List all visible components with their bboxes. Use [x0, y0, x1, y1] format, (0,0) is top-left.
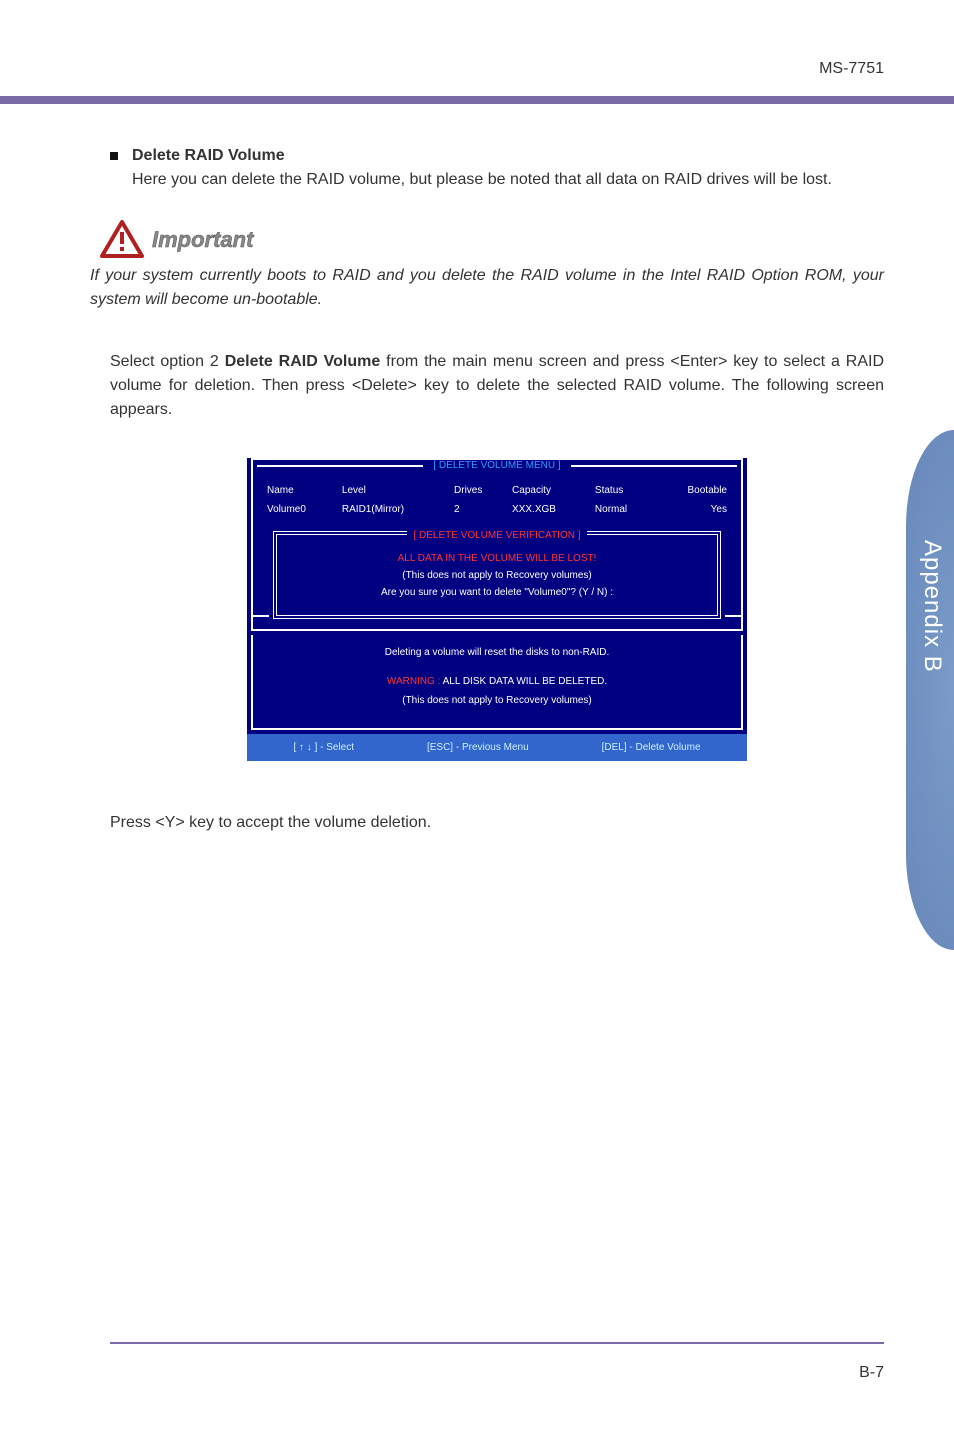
verify-line1: ALL DATA IN THE VOLUME WILL BE LOST! [283, 550, 711, 567]
col-drives: Drives [450, 481, 508, 500]
footer-esc: [ESC] - Previous Menu [427, 740, 529, 755]
bios-upper-frame: [ DELETE VOLUME MENU ] Name Level Drives… [251, 458, 743, 631]
lower-warn-rest: ALL DISK DATA WILL BE DELETED. [443, 676, 608, 687]
lower-line3: (This does not apply to Recovery volumes… [263, 691, 731, 710]
accept-instruction: Press <Y> key to accept the volume delet… [110, 811, 884, 835]
para2-bold: Delete RAID Volume [225, 353, 381, 370]
verify-title-row: [ DELETE VOLUME VERIFICATION ] [283, 527, 711, 544]
section-heading-row: Delete RAID Volume [110, 144, 884, 168]
important-text: If your system currently boots to RAID a… [90, 264, 884, 312]
warning-triangle-icon [100, 220, 144, 258]
bullet-icon [110, 152, 118, 160]
section-body: Here you can delete the RAID volume, but… [132, 168, 884, 192]
verify-line2: (This does not apply to Recovery volumes… [283, 567, 711, 584]
col-capacity: Capacity [508, 481, 591, 500]
col-status: Status [591, 481, 655, 500]
cell-capacity: XXX.XGB [508, 500, 591, 519]
bios-title-row: [ DELETE VOLUME MENU ] [253, 458, 741, 473]
bios-verify-dialog: [ DELETE VOLUME VERIFICATION ] ALL DATA … [273, 531, 721, 619]
footer-select: [ ↑ ↓ ] - Select [293, 740, 354, 755]
page-number: B-7 [859, 1364, 884, 1382]
lower-warn-prefix: WARNING : [387, 676, 443, 687]
cell-bootable: Yes [655, 500, 731, 519]
bios-title-line-left [257, 465, 423, 467]
page-footer: B-7 [0, 1342, 954, 1432]
section-title: Delete RAID Volume [132, 144, 285, 168]
footer-del: [DEL] - Delete Volume [602, 740, 701, 755]
model-number: MS-7751 [819, 60, 884, 78]
bios-footer: [ ↑ ↓ ] - Select [ESC] - Previous Menu [… [247, 734, 747, 761]
bios-frame-seg-right [725, 615, 743, 617]
bios-title-line-right [571, 465, 737, 467]
side-tab-bg [906, 430, 954, 950]
side-tab-label: Appendix B [918, 540, 946, 673]
lower-warning-line: WARNING : ALL DISK DATA WILL BE DELETED. [263, 672, 731, 691]
cell-name: Volume0 [263, 500, 338, 519]
table-header-row: Name Level Drives Capacity Status Bootab… [263, 481, 731, 500]
important-callout: Important If your system currently boots… [100, 220, 884, 312]
content-area: Delete RAID Volume Here you can delete t… [0, 104, 954, 835]
col-name: Name [263, 481, 338, 500]
lower-line1: Deleting a volume will reset the disks t… [263, 643, 731, 662]
verify-line3: Are you sure you want to delete "Volume0… [283, 584, 711, 601]
para2-a: Select option 2 [110, 353, 225, 370]
cell-drives: 2 [450, 500, 508, 519]
bios-lower-wrap: Deleting a volume will reset the disks t… [247, 635, 747, 730]
page-header: MS-7751 [0, 0, 954, 96]
header-divider [0, 96, 954, 104]
important-header: Important [100, 220, 884, 258]
bios-lower-panel: Deleting a volume will reset the disks t… [251, 635, 743, 730]
col-bootable: Bootable [655, 481, 731, 500]
table-row: Volume0 RAID1(Mirror) 2 XXX.XGB Normal Y… [263, 500, 731, 519]
cell-status: Normal [591, 500, 655, 519]
footer-divider [110, 1342, 884, 1344]
bios-title: [ DELETE VOLUME MENU ] [427, 458, 566, 473]
bios-frame-seg-left [251, 615, 269, 617]
important-label: Important [152, 223, 253, 256]
bios-volume-table: Name Level Drives Capacity Status Bootab… [253, 477, 741, 527]
instruction-paragraph: Select option 2 Delete RAID Volume from … [110, 350, 884, 422]
col-level: Level [338, 481, 450, 500]
bios-screenshot: [ DELETE VOLUME MENU ] Name Level Drives… [247, 458, 747, 761]
verify-title: [ DELETE VOLUME VERIFICATION ] [407, 527, 586, 544]
cell-level: RAID1(Mirror) [338, 500, 450, 519]
